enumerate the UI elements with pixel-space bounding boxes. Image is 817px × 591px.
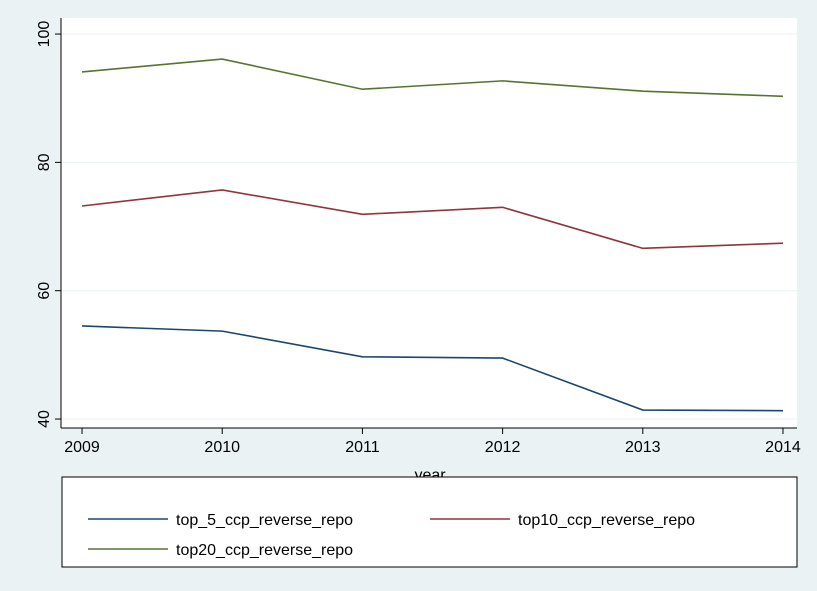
x-tick-label: 2011 [345, 439, 380, 456]
x-tick-label: 2013 [625, 439, 661, 456]
legend-label: top_5_ccp_reverse_repo [176, 512, 353, 529]
legend [61, 476, 798, 568]
legend-label: top10_ccp_reverse_repo [518, 512, 695, 529]
series-line [81, 189, 784, 250]
x-tick-label: 2010 [204, 439, 240, 456]
series-line [81, 58, 784, 98]
y-tick-label: 80 [36, 153, 53, 171]
y-tick-label: 100 [36, 21, 53, 48]
x-tick-label: 2009 [64, 439, 100, 456]
y-tick-label: 40 [36, 410, 53, 428]
series-line [81, 325, 783, 412]
legend-label: top20_ccp_reverse_repo [176, 542, 353, 559]
y-tick-label: 60 [36, 282, 53, 300]
x-tick-label: 2014 [765, 439, 801, 456]
plot-area [61, 18, 797, 428]
x-tick-label: 2012 [485, 439, 521, 456]
